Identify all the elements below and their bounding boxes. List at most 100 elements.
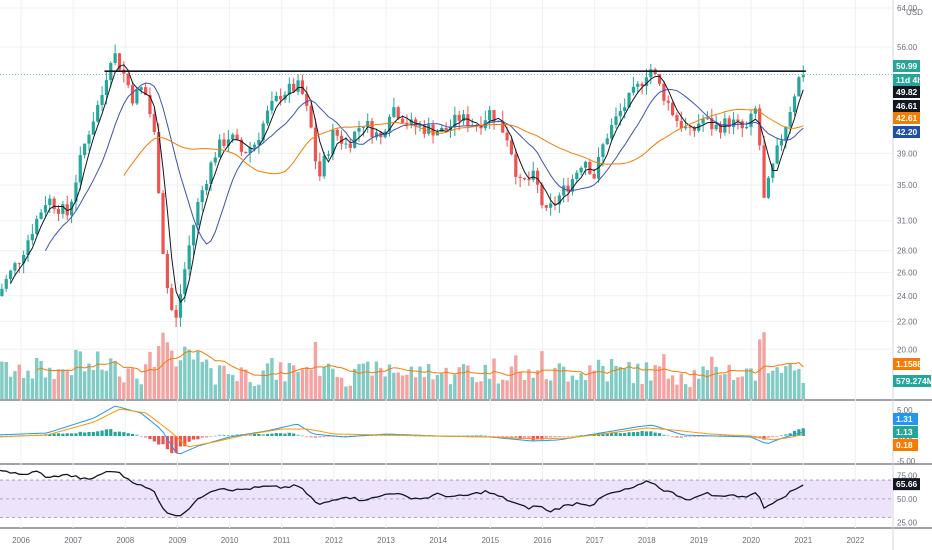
candle-body [592,173,596,179]
candle-body [601,144,605,158]
macd-tick-label: -5.00 [897,457,916,466]
macd-histogram-bar [731,435,736,437]
macd-histogram-bar [96,431,100,436]
volume-bar [48,367,52,399]
macd-histogram-bar [509,436,514,439]
volume-bar [575,379,579,399]
macd-histogram-bar [113,431,117,436]
candle-body [265,110,270,124]
macd-histogram-bar [91,431,95,436]
volume-bar [596,359,601,399]
macd-histogram-bar [475,434,479,436]
candle-body [727,118,731,128]
volume-bar [557,363,562,399]
macd-histogram-bar [161,436,165,445]
macd-histogram-bar [461,435,466,437]
volume-bar [527,369,531,399]
price-label-tag [893,100,920,112]
volume-bar [344,386,348,399]
volume-bar [161,332,165,399]
volume-bar [4,362,8,399]
volume-bar [113,360,117,399]
volume-bar [771,370,775,399]
volume-bar [775,367,779,399]
candle-body [731,119,736,128]
volume-bar [496,383,501,399]
volume-bar [553,367,557,399]
x-tick-label: 2014 [429,536,447,545]
volume-bar [200,361,204,399]
macd-histogram-bar [148,436,152,440]
candle-body [374,132,379,138]
candle-body [666,100,670,103]
macd-histogram-bar [305,436,309,437]
volume-bar [675,384,679,399]
macd-histogram-bar [248,434,252,436]
macd-histogram-bar [540,436,544,440]
macd-histogram-bar [684,436,688,438]
macd-histogram-bar [605,433,609,436]
macd-histogram-bar [775,436,779,437]
rsi-value-tag [893,478,920,491]
macd-histogram-bar [692,436,696,437]
macd-histogram-bar [553,436,557,438]
volume-bar [570,375,575,399]
macd-histogram-bar [470,435,474,437]
macd-histogram-bar [514,436,518,439]
candle-body [83,143,87,156]
candle-body [235,134,239,140]
volume-bar [56,369,61,399]
candle-body [204,183,209,191]
macd-histogram-bar [396,435,400,437]
volume-bar [265,363,270,399]
x-tick-label: 2007 [64,536,82,545]
candle-body [670,102,675,116]
macd-histogram-bar [644,431,649,436]
volume-bar [296,371,300,399]
volume-bar [30,378,35,399]
volume-bar [43,377,48,399]
candle-body [387,116,392,132]
macd-pane [0,405,805,455]
candle-body [165,253,169,289]
candle-body [17,263,21,265]
candle-body [562,185,566,196]
volume-bar [792,370,797,399]
volume-bar [239,367,244,399]
macd-histogram-bar [183,436,187,447]
candle-body [392,107,396,117]
macd-label-text: 1.31 [896,414,913,424]
volume-bar [291,365,296,399]
volume-bar [670,375,675,399]
candle-body [405,122,409,125]
macd-histogram-bar [544,436,548,439]
volume-bar [531,377,535,399]
candle-body [279,95,283,100]
candle-body [705,118,710,120]
macd-histogram-bar [48,433,52,436]
candle-body [39,212,43,219]
candle-body [710,118,714,130]
volume-bar [322,366,326,399]
volume-bar [679,373,684,399]
candle-body [226,139,230,146]
macd-line [0,405,804,455]
candle-body [631,86,635,93]
candle-body [170,288,174,310]
macd-histogram-bar [788,433,792,436]
volume-bar [518,371,522,399]
volume-bar [143,364,148,399]
volume-bar [235,381,239,399]
candle-body [148,95,152,115]
x-tick-label: 2012 [325,536,343,545]
volume-bar [457,367,461,399]
volume-bar [413,377,418,399]
macd-histogram-bar [579,435,583,436]
macd-label-text: 1.13 [896,427,913,437]
macd-histogram-bar [614,432,618,436]
x-tick-label: 2006 [12,536,30,545]
volume-bar [21,377,26,399]
volume-bar [126,368,130,399]
candle-body [43,205,48,213]
